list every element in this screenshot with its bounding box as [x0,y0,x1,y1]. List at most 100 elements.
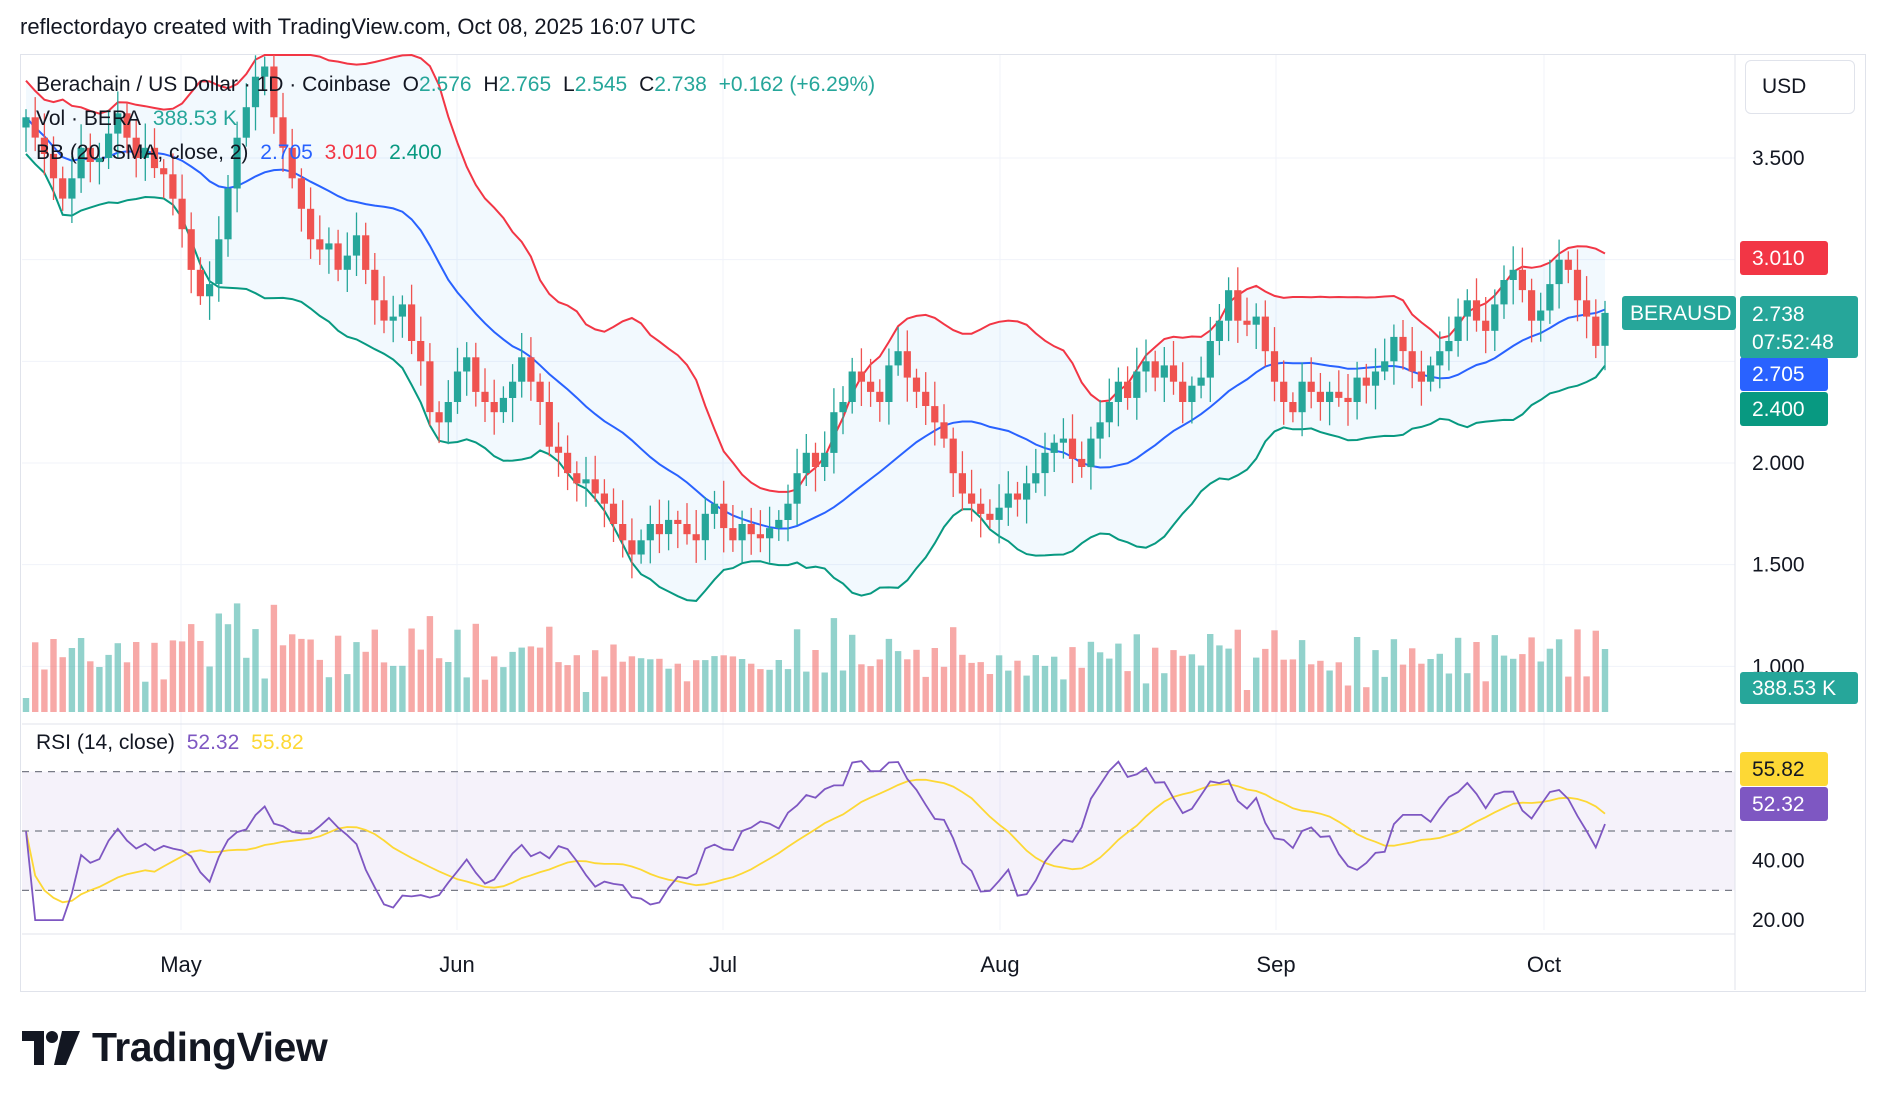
candle-body [362,235,370,270]
candle-body [766,528,774,539]
candle-body [22,117,30,128]
candle-body [352,235,361,256]
candle-body [499,397,507,413]
volume-bar [1023,675,1030,712]
volume-bar [435,658,443,712]
candle-body [692,534,700,541]
volume-bar [757,669,764,712]
volume-bar [913,649,920,712]
volume-bar [1555,639,1563,712]
candle-body [609,503,618,524]
candle-body [307,208,315,240]
candle-body [1124,381,1132,398]
volume-bar [1464,673,1471,712]
candle-body [40,137,48,154]
volume-bar [123,662,131,712]
volume-bar [1353,637,1361,712]
volume-bar [766,669,773,712]
volume-bar [894,651,902,712]
tradingview-wordmark: TradingView [92,1024,328,1070]
volume-bar [1078,667,1085,712]
symbol-tag: BERAUSD [1630,302,1732,325]
change-value: +0.162 (+6.29%) [718,73,876,96]
volume-bar [1546,648,1554,712]
candle-body [297,178,305,209]
candle-body [821,452,829,467]
price-tags: 3.010 2.705 2.400 BERAUSD 2.738 07:52:48 388.5… [1622,241,1858,821]
candle-body [885,365,893,402]
candle-body [371,269,379,301]
candle-body [747,524,755,535]
volume-bar [904,659,911,712]
volume-bar [720,655,727,712]
candle-body [1362,377,1370,386]
candle-body [1316,391,1324,402]
volume-bar [1436,653,1443,712]
volume-bar [1106,658,1113,712]
volume-bar [1363,687,1370,712]
bb-fill-area [26,55,1605,601]
volume-bar [1399,664,1407,712]
volume-bar [830,618,838,712]
volume-bar [1197,665,1205,712]
volume-bar [683,681,691,712]
volume-bar [454,629,461,712]
volume-bar [1207,634,1214,712]
volume-bar [1271,630,1278,712]
volume-bar [1418,663,1425,712]
candle-body [977,503,985,514]
rsi-ma-value: 55.82 [251,731,304,754]
volume-bar [849,634,856,712]
candle-body [701,513,709,541]
candle-body [251,76,260,108]
volume-bar [1280,659,1287,712]
volume-bar [1179,655,1186,712]
volume-bar [1372,650,1379,712]
volume-bar [96,667,103,712]
bb-lower-tag: 2.400 [1752,398,1805,421]
candle-body [802,452,810,474]
volume-bar [87,661,94,712]
rsi-value-tag: 52.32 [1752,793,1805,816]
candle-body [1335,391,1343,398]
candle-body [811,452,820,467]
bb-upper-value: 3.010 [324,141,378,164]
volume-bar [1005,670,1012,712]
volume-bar [1574,629,1581,712]
volume-bar [252,629,259,712]
volume-bar [986,674,994,712]
candle-body [1298,381,1306,413]
bb-upper-tag-bg [1740,241,1828,275]
candle-body [196,269,204,297]
volume-bar [1133,634,1140,712]
volume-bar [582,692,590,712]
volume-bar [1051,656,1058,712]
candle-body [141,147,149,158]
candle-body [545,402,553,447]
rsi-ma-line [25,778,1606,904]
candle-body [591,479,599,494]
volume-bar [32,642,39,712]
ohlc-o-value: 2.576 [419,73,472,96]
candle-body [1206,341,1214,378]
volume-bar [188,624,195,712]
candle-body [655,524,663,535]
candle-body [1537,310,1545,321]
candle-body [582,479,590,484]
currency-button[interactable]: USD [1745,60,1855,114]
volume-bar [647,659,654,712]
candle-body [105,133,113,158]
candle-body [334,243,342,270]
last-price-value: 2.738 [1752,303,1805,326]
volume-bar [674,663,681,712]
volume-bar [481,679,489,712]
time-tick-label: May [160,952,202,977]
candle-body [1105,402,1113,423]
volume-bar [1317,660,1324,712]
volume-bar [298,638,305,712]
volume-bar [1335,662,1342,712]
volume-bar [1519,654,1526,712]
candle-body [481,391,489,402]
volume-bar [1253,657,1260,712]
